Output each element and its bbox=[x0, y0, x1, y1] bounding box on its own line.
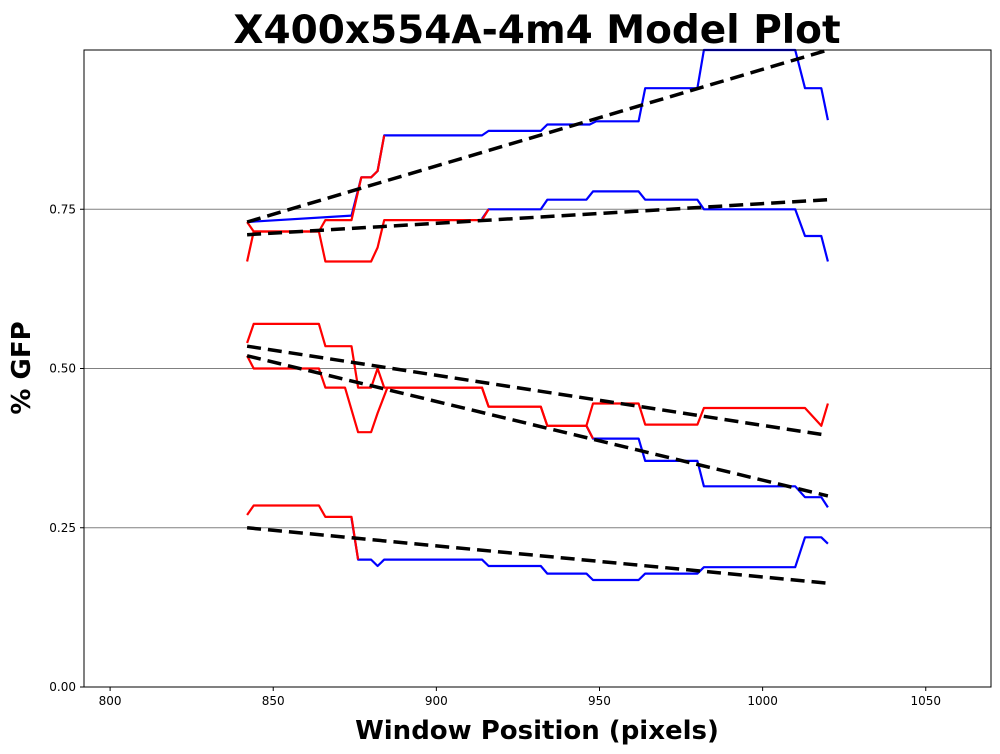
x-tick-label: 900 bbox=[425, 694, 448, 708]
chart-title: X400x554A-4m4 Model Plot bbox=[233, 8, 840, 53]
y-tick-label: 0.25 bbox=[49, 521, 76, 535]
fit-line-12 bbox=[246, 354, 829, 498]
y-tick-label: 0.00 bbox=[49, 680, 76, 694]
x-axis-ticks: 800 850 900 950 1000 1050 bbox=[99, 687, 941, 708]
data-series-1 bbox=[481, 190, 829, 262]
fit-line-11 bbox=[246, 344, 829, 438]
data-series-8 bbox=[246, 504, 360, 560]
data-series-2 bbox=[585, 425, 829, 508]
fit-line-10 bbox=[246, 197, 829, 237]
x-axis-label: Window Position (pixels) bbox=[355, 716, 719, 746]
x-tick-label: 1050 bbox=[910, 694, 941, 708]
data-series-3 bbox=[350, 518, 829, 582]
x-tick-label: 950 bbox=[588, 694, 611, 708]
y-tick-label: 0.50 bbox=[49, 362, 76, 376]
y-axis-ticks: 0.00 0.25 0.50 0.75 bbox=[49, 202, 84, 694]
x-tick-label: 850 bbox=[262, 694, 285, 708]
x-tick-label: 1000 bbox=[747, 694, 778, 708]
y-tick-label: 0.75 bbox=[49, 202, 76, 216]
series-layer bbox=[246, 48, 829, 585]
y-axis-label: % GFP bbox=[7, 321, 37, 414]
fit-line-9 bbox=[246, 48, 829, 224]
x-tick-label: 800 bbox=[99, 694, 122, 708]
fit-line-13 bbox=[246, 526, 829, 585]
